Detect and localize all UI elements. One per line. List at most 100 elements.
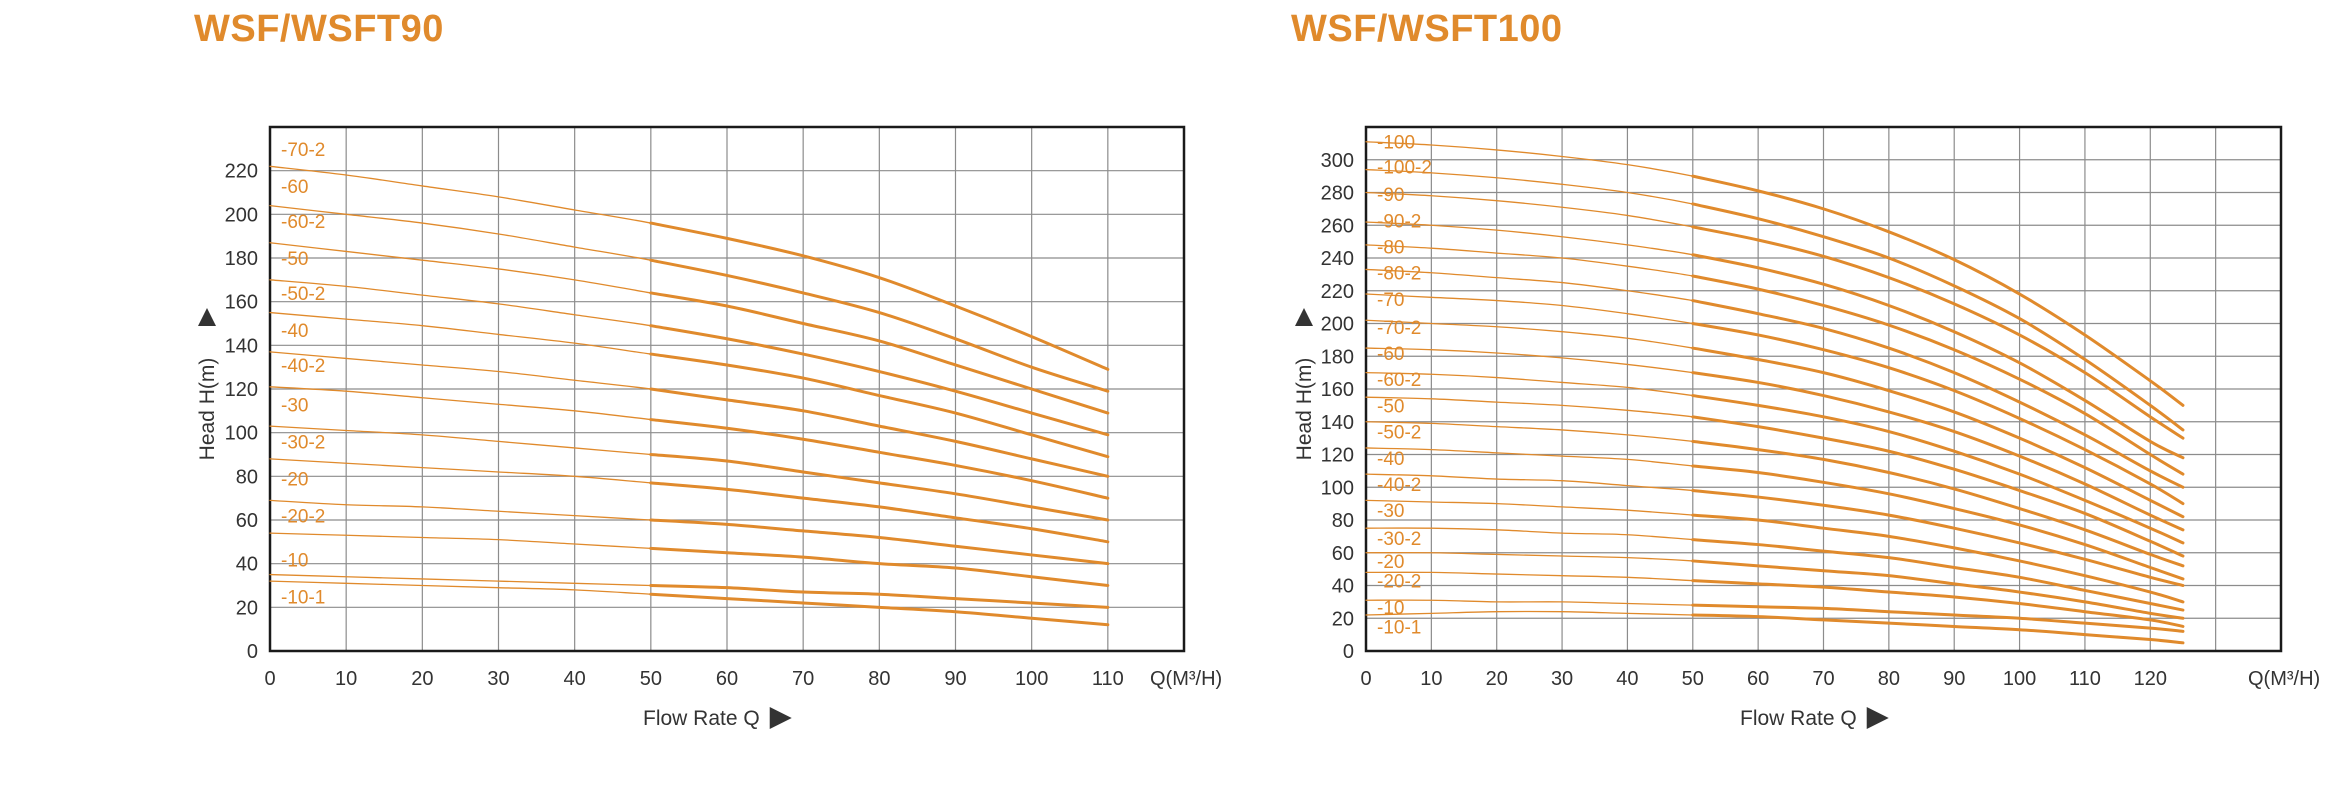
chart1-y-tick-label: 60 — [236, 510, 258, 532]
chart1-series-line — [649, 584, 1110, 609]
chart-title-wsf90: WSF/WSFT90 — [194, 8, 444, 50]
chart2-series-line — [1691, 613, 2185, 645]
chart1-x-tick-label: 30 — [487, 668, 509, 690]
chart2-series-label: -40 — [1377, 449, 1404, 470]
chart2-series-label: -50-2 — [1377, 423, 1421, 444]
chart2-x-tick-label: 120 — [2134, 668, 2167, 690]
chart2-series-line — [1691, 579, 2185, 628]
chart2-x-tick-label: 70 — [1812, 668, 1834, 690]
chart1-y-tick-label: 200 — [225, 204, 258, 226]
chart1-series-line — [649, 546, 1110, 587]
chart2-x-tick-label: 100 — [2003, 668, 2036, 690]
chart2-y-tick-label: 120 — [1321, 445, 1354, 467]
chart1-series-label: -20-2 — [281, 507, 325, 528]
chart2-series-line — [1691, 174, 2185, 407]
chart1-series-label: -70-2 — [281, 140, 325, 161]
chart2-y-axis-label: Head H(m) — [1293, 358, 1316, 461]
chart2-series-line — [1691, 322, 2185, 506]
chart2-x-tick-label: 40 — [1616, 668, 1638, 690]
chart1-y-tick-label: 20 — [236, 597, 258, 619]
chart1-series-line — [649, 387, 1110, 478]
chart2-y-tick-label: 240 — [1321, 248, 1354, 270]
chart2-y-tick-label: 0 — [1343, 641, 1354, 663]
chart2-series-line — [1691, 299, 2185, 489]
chart1-x-tick-label: 10 — [335, 668, 357, 690]
chart1-series-label: -30-2 — [281, 432, 325, 453]
chart1-series-label: -50 — [281, 249, 308, 270]
chart2-series-label: -20 — [1377, 552, 1404, 573]
chart2-series-label: -80-2 — [1377, 264, 1421, 285]
chart2-series-line — [1691, 202, 2185, 432]
chart2-y-tick-label: 100 — [1321, 477, 1354, 499]
chart1-x-tick-label: 0 — [264, 668, 275, 690]
chart2-series-line — [1691, 513, 2185, 604]
chart1-series-line — [649, 258, 1110, 393]
chart2-series-label: -30-2 — [1377, 529, 1421, 550]
chart1-y-axis-arrow-icon — [198, 308, 216, 326]
chart2-series-label: -70-2 — [1377, 318, 1421, 339]
chart2-x-axis-label: Flow Rate Q — [1740, 707, 1857, 730]
chart2-y-tick-label: 160 — [1321, 379, 1354, 401]
chart2-x-axis-arrow-icon — [1866, 707, 1889, 729]
chart-title-wsf100: WSF/WSFT100 — [1291, 8, 1563, 50]
chart1-y-tick-label: 140 — [225, 335, 258, 357]
chart1-series-line — [649, 418, 1110, 500]
chart1-y-tick-label: 180 — [225, 248, 258, 270]
chart1-series-label: -10-1 — [281, 587, 325, 608]
chart2-series-label: -40-2 — [1377, 475, 1421, 496]
chart2-x-tick-label: 80 — [1878, 668, 1900, 690]
chart2-series-line — [1691, 394, 2185, 545]
chart2-y-tick-label: 60 — [1332, 543, 1354, 565]
chart2-y-tick-label: 200 — [1321, 314, 1354, 336]
chart2-x-tick-label: 10 — [1420, 668, 1442, 690]
chart1-series-label: -40 — [281, 321, 308, 342]
chart2-series-label: -80 — [1377, 238, 1404, 259]
chart2-x-tick-label: 60 — [1747, 668, 1769, 690]
chart2-series-line — [1691, 538, 2185, 612]
chart2-series-label: -90 — [1377, 185, 1404, 206]
chart1-series-label: -60-2 — [281, 212, 325, 233]
chart1-series-label: -30 — [281, 395, 308, 416]
chart1-y-tick-label: 0 — [247, 641, 258, 663]
chart2-x-tick-label: 30 — [1551, 668, 1573, 690]
chart1-x-tick-label: 20 — [411, 668, 433, 690]
chart2-series-line — [1691, 439, 2185, 568]
chart2-y-tick-label: 280 — [1321, 183, 1354, 205]
chart2-x-tick-label: 50 — [1682, 668, 1704, 690]
chart2-x-tick-label: 90 — [1943, 668, 1965, 690]
chart1-series-label: -40-2 — [281, 356, 325, 377]
chart1-series-label: -20 — [281, 470, 308, 491]
chart2-series-label: -30 — [1377, 501, 1404, 522]
chart2-y-axis-arrow-icon — [1295, 308, 1313, 326]
chart2-series-label: -60 — [1377, 344, 1404, 365]
chart1-series-line — [649, 221, 1110, 371]
chart1-x-tick-label: 100 — [1015, 668, 1048, 690]
chart2-series-line — [1691, 559, 2185, 620]
chart1-x-tick-label: 80 — [868, 668, 890, 690]
chart2-series-line — [1691, 346, 2185, 519]
chart1-series-line — [649, 291, 1110, 415]
chart2-x-unit-label: Q(M³/H) — [2248, 668, 2320, 690]
chart1-series-line — [649, 518, 1110, 566]
chart2-series-label: -100-2 — [1377, 157, 1432, 178]
chart2-series-line — [1691, 371, 2185, 532]
chart2-y-tick-label: 140 — [1321, 412, 1354, 434]
chart2-series-label: -100 — [1377, 133, 1415, 154]
chart1-series-line — [649, 592, 1110, 627]
chart2-series-label: -70 — [1377, 290, 1404, 311]
chart2-series-line — [1691, 225, 2185, 440]
chart1-y-tick-label: 120 — [225, 379, 258, 401]
chart1-series-line — [649, 324, 1110, 437]
chart2-series-line — [1691, 274, 2185, 476]
chart1-y-tick-label: 100 — [225, 423, 258, 445]
chart1-plot-frame — [268, 125, 1186, 653]
chart2-plot-frame — [1364, 125, 2283, 653]
chart1-y-tick-label: 40 — [236, 554, 258, 576]
chart2-series-label: -60-2 — [1377, 370, 1421, 391]
chart2-y-tick-label: 300 — [1321, 150, 1354, 172]
chart2-x-tick-label: 0 — [1360, 668, 1371, 690]
chart2-series-line — [1691, 464, 2185, 581]
chart1-series-line — [649, 352, 1110, 459]
chart1-x-tick-label: 50 — [640, 668, 662, 690]
chart2-y-tick-label: 180 — [1321, 346, 1354, 368]
